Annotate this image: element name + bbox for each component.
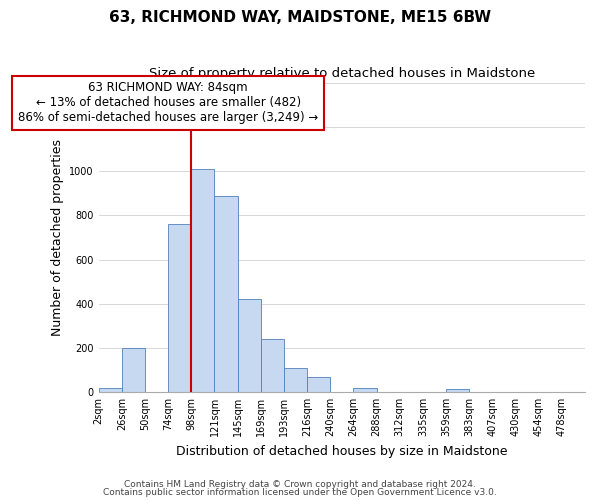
Bar bbox=[307, 376, 330, 392]
Bar bbox=[284, 368, 307, 392]
Bar bbox=[191, 169, 214, 392]
Bar bbox=[446, 388, 469, 392]
Bar bbox=[353, 388, 377, 392]
Y-axis label: Number of detached properties: Number of detached properties bbox=[50, 139, 64, 336]
Bar bbox=[214, 196, 238, 392]
Bar bbox=[98, 388, 122, 392]
Text: 63 RICHMOND WAY: 84sqm
← 13% of detached houses are smaller (482)
86% of semi-de: 63 RICHMOND WAY: 84sqm ← 13% of detached… bbox=[18, 82, 318, 124]
Text: Contains public sector information licensed under the Open Government Licence v3: Contains public sector information licen… bbox=[103, 488, 497, 497]
Title: Size of property relative to detached houses in Maidstone: Size of property relative to detached ho… bbox=[149, 68, 535, 80]
Text: 63, RICHMOND WAY, MAIDSTONE, ME15 6BW: 63, RICHMOND WAY, MAIDSTONE, ME15 6BW bbox=[109, 10, 491, 25]
Bar bbox=[261, 339, 284, 392]
Bar bbox=[122, 348, 145, 392]
Bar bbox=[238, 300, 261, 392]
X-axis label: Distribution of detached houses by size in Maidstone: Distribution of detached houses by size … bbox=[176, 444, 508, 458]
Text: Contains HM Land Registry data © Crown copyright and database right 2024.: Contains HM Land Registry data © Crown c… bbox=[124, 480, 476, 489]
Bar bbox=[168, 224, 191, 392]
